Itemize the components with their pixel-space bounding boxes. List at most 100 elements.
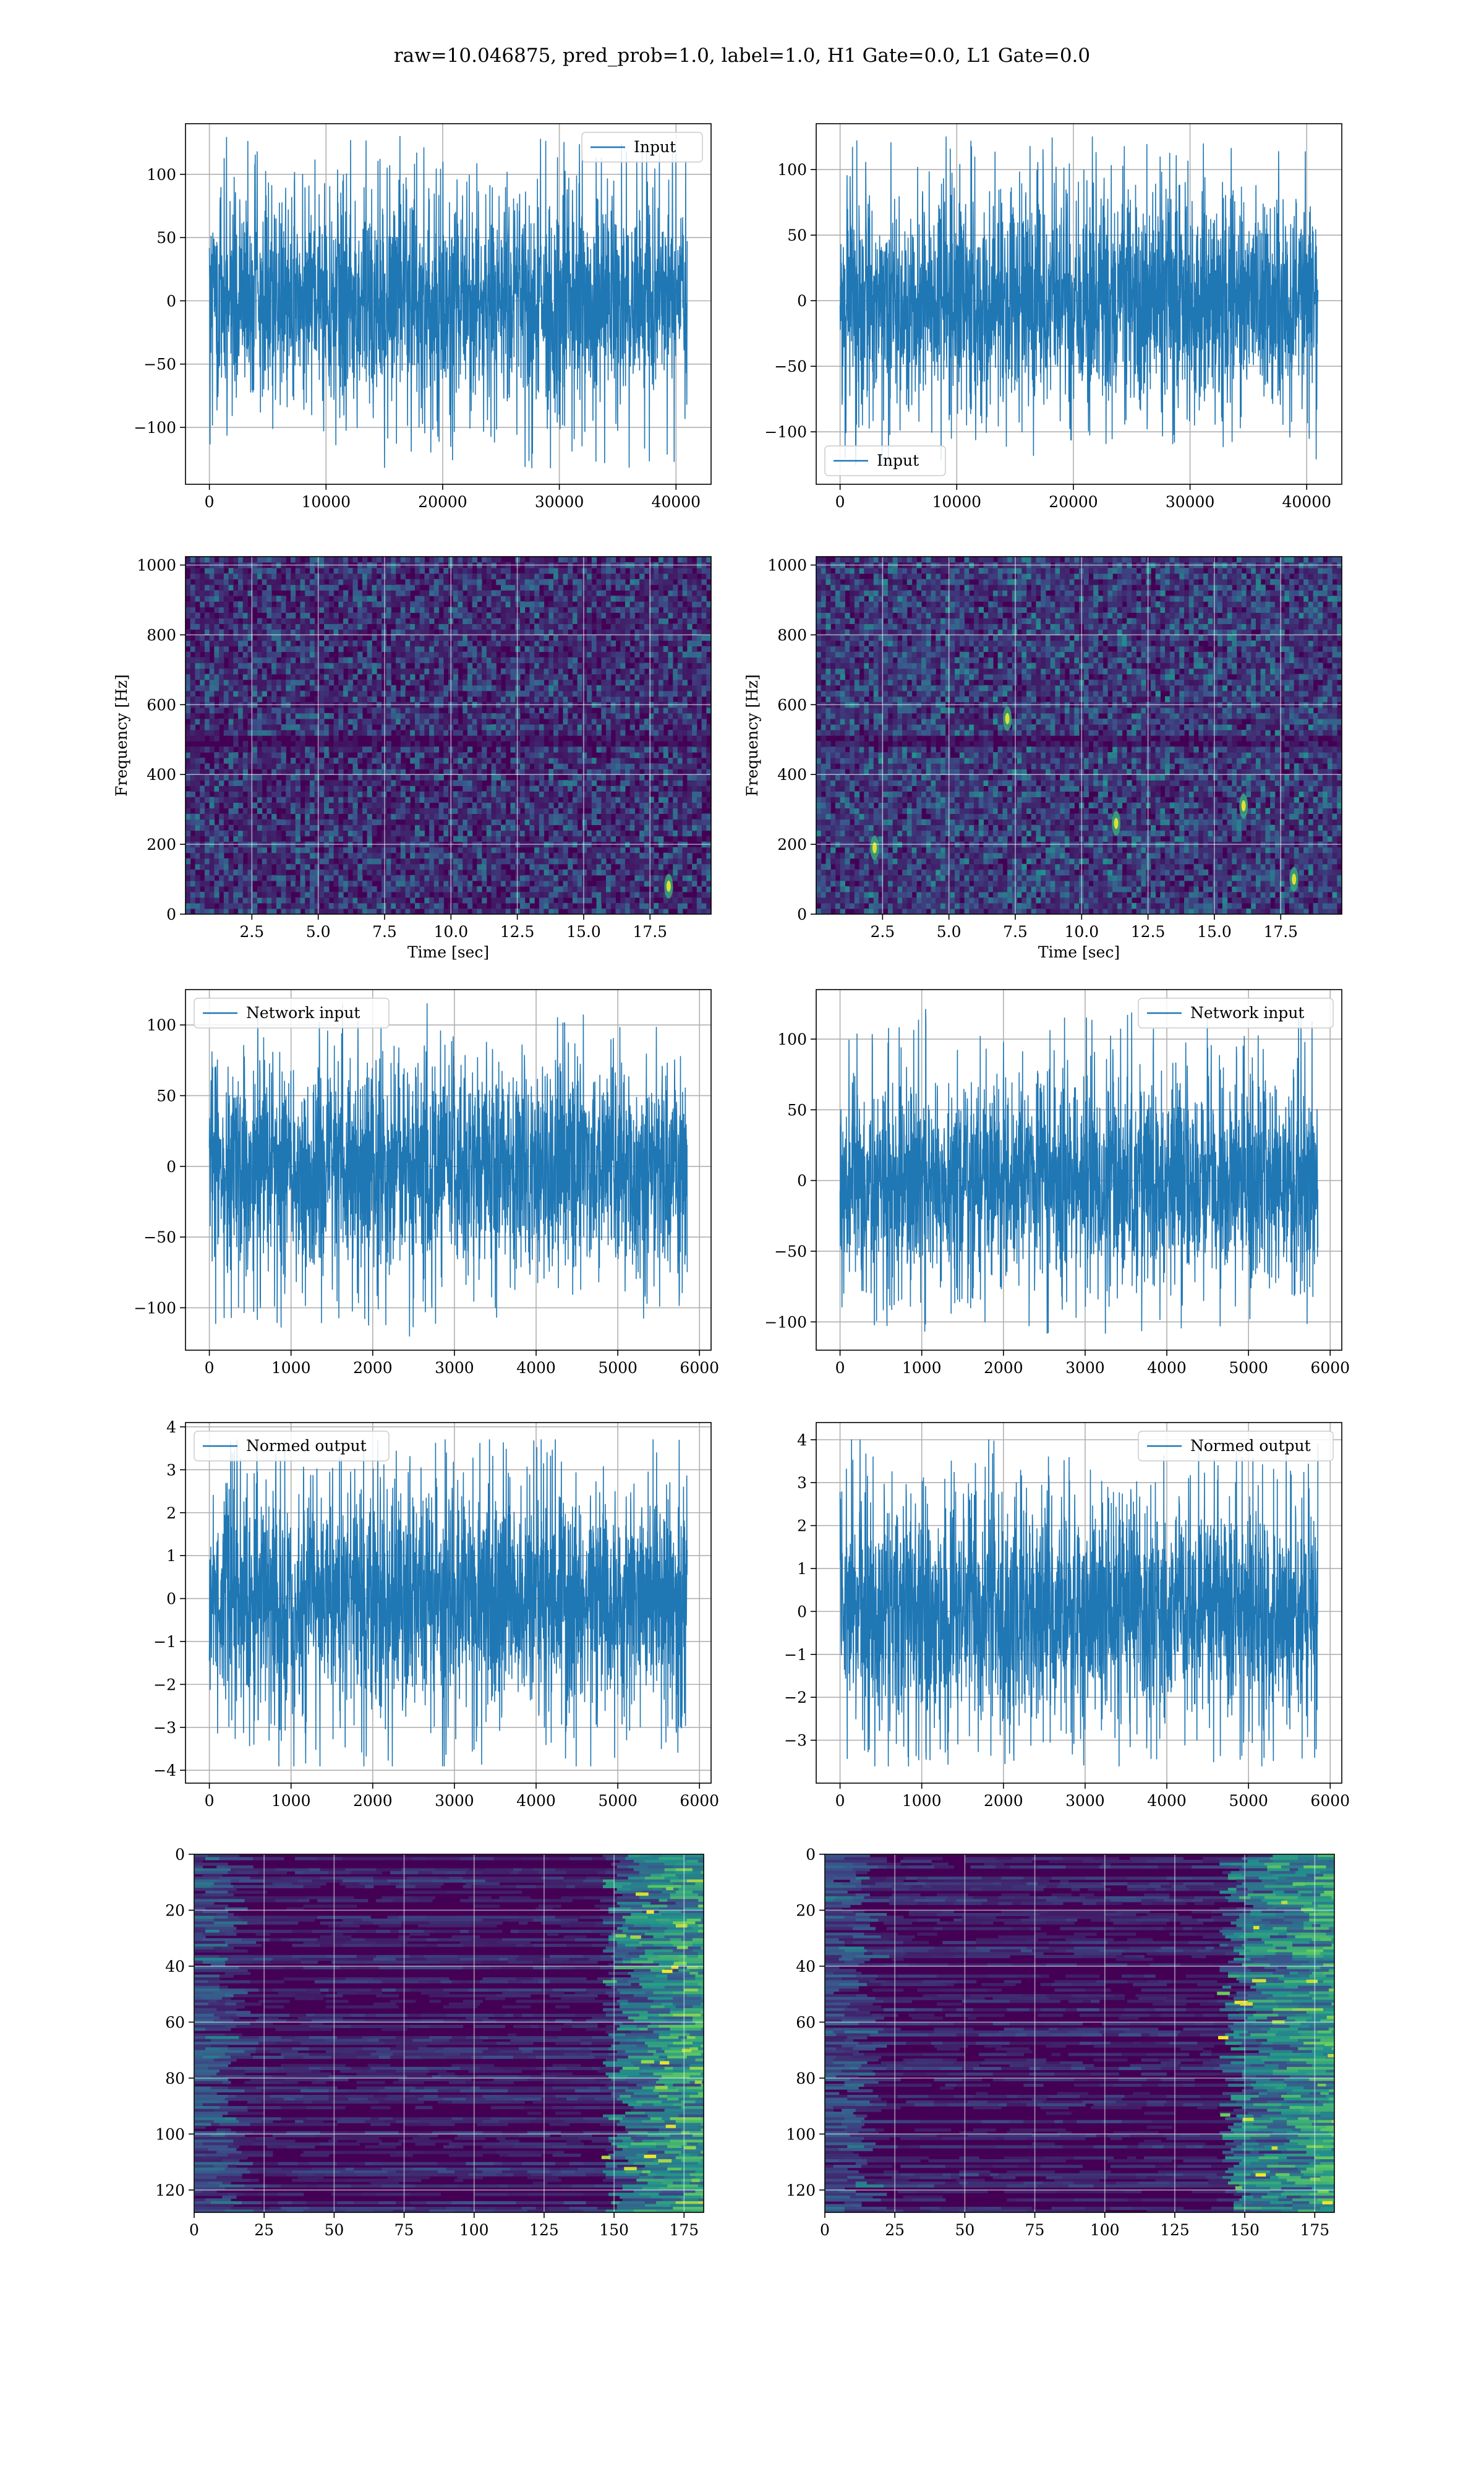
x-tick-label: 10000 bbox=[302, 493, 351, 511]
axes-frame bbox=[194, 1854, 704, 2213]
x-tick-label: 7.5 bbox=[372, 923, 397, 941]
y-tick-label: 200 bbox=[147, 836, 176, 854]
y-tick-label: 100 bbox=[155, 2125, 185, 2143]
x-tick-label: 10.0 bbox=[1064, 923, 1099, 941]
y-tick-label: 800 bbox=[777, 626, 807, 644]
grid bbox=[816, 557, 1342, 914]
y-tick-label: 100 bbox=[777, 161, 807, 179]
x-tick-label: 75 bbox=[394, 2221, 414, 2239]
y-tick-label: 1000 bbox=[767, 557, 807, 575]
y-tick-label: 40 bbox=[165, 1958, 185, 1975]
x-tick-label: 0 bbox=[820, 2221, 830, 2239]
ticks: 0 1000 2000 3000 4000 5000 6000 −4 −3 −2 −1 0 1 2 3 4 bbox=[153, 1418, 719, 1810]
y-tick-label: −2 bbox=[153, 1676, 176, 1693]
y-tick-label: 800 bbox=[147, 626, 176, 644]
y-tick-label: 600 bbox=[777, 696, 807, 714]
x-tick-label: 2.5 bbox=[239, 923, 264, 941]
x-axis-label: Time [sec] bbox=[407, 943, 489, 961]
y-tick-label: 4 bbox=[797, 1431, 807, 1449]
y-tick-label: 400 bbox=[147, 766, 176, 784]
x-tick-label: 50 bbox=[955, 2221, 974, 2239]
x-tick-label: 1000 bbox=[902, 1792, 942, 1810]
y-tick-label: 120 bbox=[786, 2181, 816, 2199]
x-tick-label: 4000 bbox=[1147, 1792, 1187, 1810]
x-tick-label: 0 bbox=[189, 2221, 199, 2239]
y-tick-label: 50 bbox=[787, 226, 807, 244]
y-tick-label: 1 bbox=[166, 1547, 176, 1565]
axes-frame bbox=[816, 123, 1342, 485]
x-tick-label: 7.5 bbox=[1003, 923, 1028, 941]
y-tick-label: 60 bbox=[165, 2013, 185, 2031]
y-axis-label: Frequency [Hz] bbox=[113, 674, 130, 797]
y-tick-label: 100 bbox=[147, 1016, 176, 1034]
x-tick-label: 4000 bbox=[516, 1359, 556, 1377]
grid bbox=[186, 557, 711, 914]
axes-frame bbox=[185, 1422, 712, 1784]
y-tick-label: 100 bbox=[786, 2125, 816, 2143]
series-line bbox=[208, 1439, 688, 1766]
y-tick-label: 60 bbox=[796, 2013, 816, 2031]
y-tick-label: −50 bbox=[774, 1243, 807, 1261]
ticks: 2.5 5.0 7.5 10.0 12.5 15.0 17.5 0 200 400 600 800 10… bbox=[137, 557, 667, 941]
legend-label: Network input bbox=[246, 1004, 360, 1022]
y-tick-label: 0 bbox=[166, 905, 176, 923]
legend-label: Network input bbox=[1190, 1004, 1304, 1022]
ticks: 0 25 50 75 100 125 150 175 0 20 40 60 80 100 120 bbox=[155, 1846, 699, 2239]
y-tick-label: 0 bbox=[797, 1603, 807, 1620]
y-tick-label: −50 bbox=[143, 356, 176, 374]
x-tick-label: 25 bbox=[254, 2221, 274, 2239]
axes-frame bbox=[185, 556, 712, 915]
ticks: 0 1000 2000 3000 4000 5000 6000 −3 −2 −1 0 1 2 3 4 bbox=[784, 1431, 1350, 1810]
y-tick-label: −1 bbox=[153, 1633, 176, 1651]
y-tick-label: 0 bbox=[166, 292, 176, 310]
y-tick-label: −50 bbox=[143, 1228, 176, 1246]
y-tick-label: −4 bbox=[153, 1761, 176, 1779]
x-tick-label: 1000 bbox=[271, 1359, 311, 1377]
y-tick-label: −100 bbox=[764, 1313, 807, 1331]
heatmap-cells bbox=[816, 557, 1342, 914]
x-tick-label: 5000 bbox=[598, 1792, 638, 1810]
x-tick-label: 2000 bbox=[984, 1359, 1023, 1377]
x-tick-label: 15.0 bbox=[1197, 923, 1232, 941]
heatmap-cells bbox=[825, 1854, 1334, 2212]
x-tick-label: 0 bbox=[835, 493, 845, 511]
x-tick-label: 25 bbox=[885, 2221, 905, 2239]
y-tick-label: 4 bbox=[166, 1418, 176, 1436]
y-axis-label: Frequency [Hz] bbox=[743, 674, 761, 797]
x-tick-label: 5000 bbox=[598, 1359, 638, 1377]
y-tick-label: 2 bbox=[797, 1517, 807, 1535]
grid bbox=[825, 1854, 1334, 2212]
x-axis-label: Time [sec] bbox=[1038, 943, 1120, 961]
y-tick-label: 50 bbox=[787, 1101, 807, 1119]
axes-frame bbox=[824, 1854, 1335, 2213]
x-tick-label: 2000 bbox=[984, 1792, 1023, 1810]
y-tick-label: 50 bbox=[156, 1087, 176, 1105]
x-tick-label: 175 bbox=[669, 2221, 699, 2239]
ticks: 0 1000 2000 3000 4000 5000 6000 −100 −50 0 50 100 bbox=[134, 1016, 719, 1377]
axes-frame bbox=[185, 123, 712, 485]
grid bbox=[194, 1854, 704, 2212]
y-tick-label: −100 bbox=[134, 1299, 176, 1317]
x-tick-label: 125 bbox=[1160, 2221, 1190, 2239]
x-tick-label: 3000 bbox=[1065, 1359, 1105, 1377]
x-tick-label: 20000 bbox=[418, 493, 467, 511]
x-tick-label: 100 bbox=[1090, 2221, 1120, 2239]
x-tick-label: 6000 bbox=[1310, 1792, 1350, 1810]
x-tick-label: 0 bbox=[205, 493, 215, 511]
y-tick-label: 20 bbox=[796, 1901, 816, 1919]
x-tick-label: 10000 bbox=[932, 493, 982, 511]
series-line bbox=[839, 1009, 1319, 1334]
y-tick-label: 0 bbox=[797, 1172, 807, 1190]
x-tick-label: 1000 bbox=[902, 1359, 942, 1377]
x-tick-label: 3000 bbox=[435, 1792, 474, 1810]
x-tick-label: 6000 bbox=[1310, 1359, 1350, 1377]
x-tick-label: 2000 bbox=[353, 1359, 393, 1377]
y-tick-label: 0 bbox=[797, 292, 807, 310]
y-tick-label: 600 bbox=[147, 696, 176, 714]
x-tick-label: 5.0 bbox=[306, 923, 331, 941]
y-tick-label: 80 bbox=[796, 2070, 816, 2087]
